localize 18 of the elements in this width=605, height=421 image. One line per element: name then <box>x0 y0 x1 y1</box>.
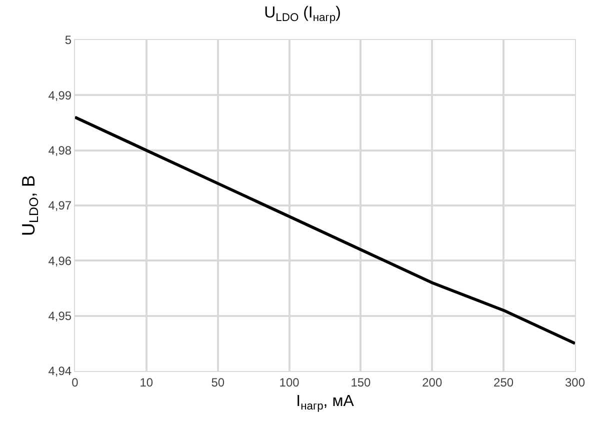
x-tick-label: 100 <box>279 375 300 390</box>
y-tick-label: 4,97 <box>48 198 72 213</box>
y-tick-label: 4,98 <box>48 144 72 158</box>
y-tick-label: 4,99 <box>48 88 72 102</box>
y-tick-label: 5 <box>64 33 72 48</box>
y-tick-label: 4,96 <box>48 254 72 268</box>
chart-title: U$_{LDO}$ (I$_{нагр}$) <box>264 4 341 24</box>
y-tick-label: 4,94 <box>48 364 72 378</box>
y-tick-label: 4,95 <box>48 309 72 324</box>
x-tick-label: 10 <box>140 375 154 390</box>
x-tick-label: 300 <box>564 375 586 390</box>
x-tick-label: 150 <box>350 375 372 390</box>
x-axis-title: I$_{нагр}$, мА <box>296 393 354 412</box>
x-tick-label: 250 <box>494 375 514 390</box>
x-tick-label: 200 <box>422 375 442 390</box>
x-tick-label: 50 <box>211 375 225 390</box>
line-series <box>75 116 575 345</box>
x-tick-label: 0 <box>72 375 79 390</box>
